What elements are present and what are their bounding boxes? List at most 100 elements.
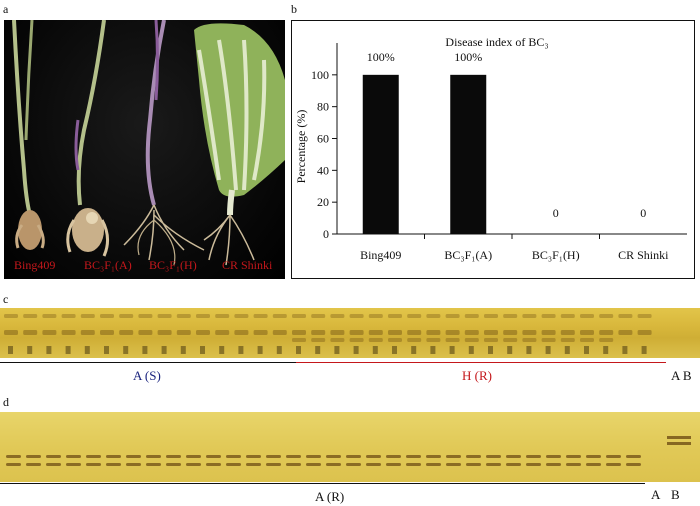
gel-band [61,314,76,318]
gel-band [606,455,621,458]
gel-band [272,314,287,318]
gel-band [65,346,71,354]
gel-band [446,463,461,466]
gel-band [426,314,441,318]
gel-band [368,314,383,318]
gel-band [445,338,460,342]
gel-band [637,314,652,318]
data-label: 0 [553,206,559,220]
y-tick-label: 0 [323,227,329,241]
gel-band [466,463,481,466]
gel-band [176,330,191,335]
gel-band [215,330,230,335]
gel-band [546,455,561,458]
gel-band [334,346,340,354]
gel-band [506,455,521,458]
gel-band [86,463,101,466]
gel-band [566,455,581,458]
gel-c-bands [4,314,652,354]
gel-band [503,338,518,342]
gel-band [311,314,326,318]
gel-band [330,314,345,318]
photo-label-bc3f1-a: BC₃F₁(A) [84,258,132,272]
gel-band [186,455,201,458]
gel-d-group-line [0,483,645,484]
gel-band [196,314,210,318]
gel-band [330,338,345,342]
gel-band [667,436,691,439]
gel-band [541,330,556,335]
gel-band [286,463,301,466]
gel-band [411,346,417,354]
gel-band [123,346,129,354]
plant-bc3f1-a [66,20,109,257]
gel-band [560,314,575,318]
gel-band [430,346,436,354]
gel-band [368,338,383,342]
gel-band [522,330,537,335]
gel-band [80,314,95,318]
gel-band [392,346,397,354]
gel-band [266,455,281,458]
data-label: 100% [367,50,395,64]
gel-band [388,314,402,318]
gel-band [446,455,461,458]
gel-band [238,346,244,354]
gel-band [560,338,575,342]
gel-band [104,346,109,354]
gel-band [311,338,326,342]
gel-band [484,338,498,342]
gel-band [388,330,402,335]
gel-band [126,463,141,466]
gel-band [346,455,361,458]
gel-band [599,338,614,342]
gel-band [86,455,101,458]
gel-band [541,338,556,342]
gel-band [46,463,61,466]
gel-band [42,314,57,318]
gel-band [176,314,191,318]
gel-c-ladder-label: A B [671,368,692,383]
data-label: 0 [640,206,646,220]
x-tick-label: BC₃F₁(A) [444,248,492,262]
gel-band [372,346,378,354]
panel-label-d: d [3,395,9,409]
gel-band [406,463,421,466]
gel-band [226,463,241,466]
gel-band [366,463,381,466]
gel-d-group-label: A (R) [315,489,345,504]
gel-band [464,338,479,342]
gel-band [253,330,268,335]
gel-band [606,463,621,466]
gel-band [66,455,81,458]
gel-band [186,463,201,466]
gel-band [292,338,306,342]
photo-label-bc3f1-h: BC₃F₁(H) [149,258,197,272]
gel-band [166,463,181,466]
plant-bc3f1-h [123,20,205,266]
gel-band [541,314,556,318]
y-tick-label: 20 [317,195,329,209]
gel-band [349,314,364,318]
gel-band [618,314,633,318]
plant-root-photo: Bing409 BC₃F₁(A) BC₃F₁(H) CR Shinki [4,20,285,279]
gel-band [486,463,501,466]
gel-band [315,346,321,354]
gel-band [468,346,474,354]
gel-band [26,463,41,466]
gel-band [226,455,241,458]
gel-band [80,330,95,335]
photo-label-bing409: Bing409 [14,258,56,272]
gel-band [626,463,641,466]
plant-cr-shinki [194,23,285,266]
gel-band [566,463,581,466]
gel-band [464,330,479,335]
gel-band [346,463,361,466]
gel-band [546,463,561,466]
gel-band [526,463,541,466]
gel-c-group-a-line [0,362,296,363]
gel-band [426,330,441,335]
gel-band [138,330,153,335]
gel-band [4,314,18,318]
gel-band [157,314,172,318]
